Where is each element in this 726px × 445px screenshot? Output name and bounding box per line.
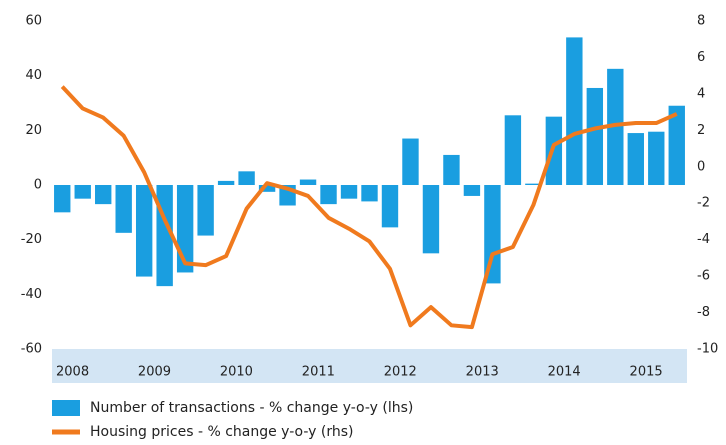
y-tick-label: -20 [21, 232, 42, 247]
bar [361, 185, 378, 202]
bar [443, 154, 460, 185]
y2-tick-label: 4 [697, 86, 705, 101]
y2-tick-label: 6 [697, 50, 705, 65]
y2-tick-label: -10 [697, 342, 718, 357]
bar [238, 171, 255, 185]
bar [320, 185, 337, 205]
bar [422, 185, 440, 254]
bar [135, 185, 153, 277]
bar [648, 131, 665, 185]
y2-tick-label: -8 [697, 305, 710, 320]
y2-tick-label: -6 [697, 269, 710, 284]
x-tick-label: 2009 [138, 365, 171, 380]
bar [115, 185, 132, 233]
y2-tick-label: -2 [697, 196, 710, 211]
x-tick-label: 2015 [630, 365, 663, 380]
bar [566, 37, 583, 186]
line [60, 85, 678, 330]
bar [74, 185, 91, 199]
y-tick-label: -60 [21, 342, 42, 357]
x-tick-label: 2008 [56, 365, 89, 380]
legend-label: Housing prices - % change y-o-y (rhs) [90, 424, 354, 440]
bar [95, 185, 112, 205]
bar [381, 185, 399, 228]
bar [217, 180, 235, 185]
y2-tick-label: -4 [697, 232, 710, 247]
x-tick-label: 2014 [548, 365, 581, 380]
y-tick-label: 40 [25, 68, 42, 83]
x-tick-label: 2010 [220, 365, 253, 380]
bar [627, 133, 644, 185]
x-axis-band [52, 349, 687, 383]
bar [340, 185, 358, 199]
legend-label: Number of transactions - % change y-o-y … [90, 400, 413, 416]
y-tick-label: 20 [25, 123, 42, 138]
bar [484, 185, 501, 284]
x-tick-label: 2013 [466, 365, 499, 380]
bar [607, 68, 624, 185]
bar [668, 105, 685, 185]
y-tick-label: -40 [21, 287, 42, 302]
bar [402, 138, 419, 185]
y2-tick-label: 2 [697, 123, 705, 138]
legend-swatch [52, 400, 80, 416]
bar [299, 179, 317, 185]
bar [525, 183, 542, 185]
bar [586, 87, 604, 185]
bar [197, 185, 214, 236]
x-tick-label: 2012 [384, 365, 417, 380]
x-tick-label: 2011 [302, 365, 335, 380]
bar [504, 115, 522, 185]
y-tick-label: 0 [34, 178, 42, 193]
bar [258, 185, 276, 192]
y-tick-label: 60 [25, 14, 42, 29]
bar [54, 185, 71, 213]
y2-tick-label: 0 [697, 159, 705, 174]
bar [463, 185, 481, 196]
y2-tick-label: 8 [697, 14, 705, 29]
